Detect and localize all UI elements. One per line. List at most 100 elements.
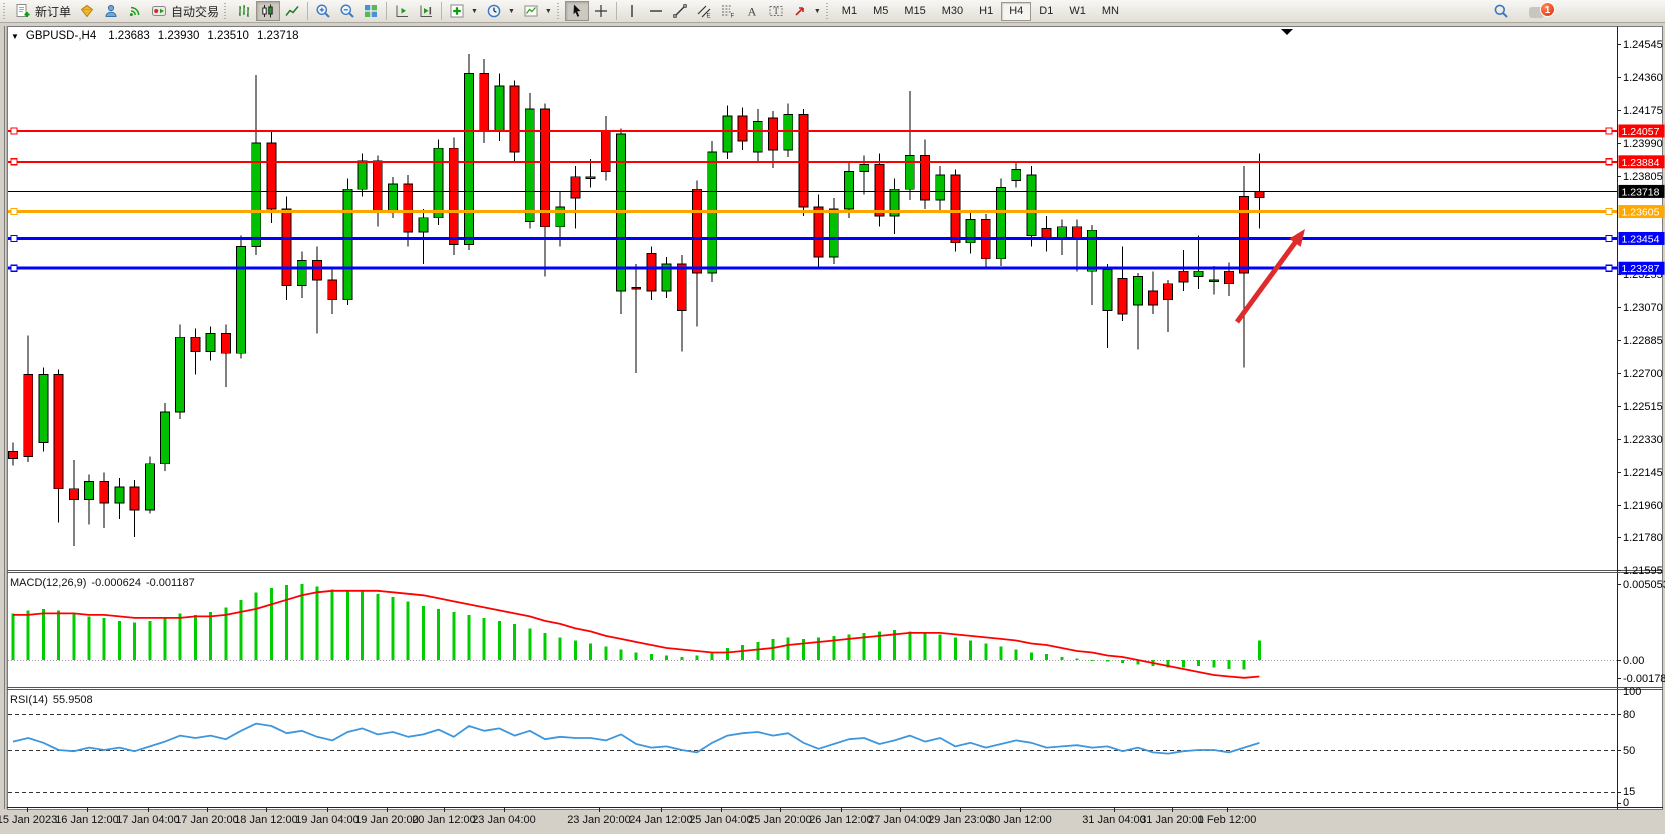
- collapse-caret-icon[interactable]: ▼: [11, 31, 19, 41]
- candle-body: [874, 163, 885, 217]
- autotrading-button[interactable]: 自动交易: [147, 1, 223, 21]
- text-button[interactable]: A: [740, 1, 764, 21]
- fibonacci-icon: F: [721, 5, 734, 19]
- indicators-add-icon: [450, 4, 464, 18]
- toolbar-grip[interactable]: [224, 3, 230, 19]
- level-handle[interactable]: [10, 158, 18, 166]
- chevron-down-icon: ▼: [813, 7, 821, 15]
- price-axis-label: 1.24360: [1623, 72, 1663, 84]
- trend-arrow-annotation[interactable]: [1234, 225, 1311, 324]
- candle-body: [996, 187, 1006, 260]
- macd-bar: [437, 608, 441, 660]
- cursor-button[interactable]: [564, 1, 589, 21]
- bar-chart-button[interactable]: [232, 1, 256, 21]
- level-handle[interactable]: [10, 207, 18, 216]
- level-handle[interactable]: [10, 234, 18, 243]
- cursor-icon: [573, 4, 581, 17]
- chart-shift-marker[interactable]: [1281, 29, 1293, 35]
- news-button[interactable]: [123, 1, 147, 21]
- level-handle[interactable]: [1605, 264, 1613, 272]
- macd-bar: [1014, 649, 1018, 660]
- candle-body: [889, 188, 900, 217]
- zoom-out-button[interactable]: [335, 1, 359, 21]
- indicators-button[interactable]: ▼: [445, 1, 482, 21]
- tab-timeframe-m5[interactable]: M5: [865, 2, 896, 21]
- trendline-button[interactable]: [668, 1, 692, 21]
- level-handle[interactable]: [1605, 158, 1613, 166]
- candle-body: [904, 154, 915, 190]
- macd-bar: [315, 586, 319, 660]
- search-button[interactable]: [1489, 1, 1513, 21]
- level-handle[interactable]: [10, 264, 18, 272]
- toolbar-grip[interactable]: [556, 3, 562, 19]
- crosshair-button[interactable]: [589, 1, 613, 21]
- text-label-button[interactable]: T: [764, 1, 788, 21]
- price-axis-label: 1.21595: [1623, 565, 1663, 577]
- new-order-button[interactable]: 新订单: [11, 1, 75, 21]
- candlestick-chart-icon: [262, 4, 273, 18]
- macd-bar: [589, 643, 593, 660]
- candle-body: [296, 260, 307, 286]
- candle-body: [266, 142, 277, 210]
- macd-bar: [269, 587, 273, 660]
- macd-bar: [178, 613, 182, 660]
- periods-button[interactable]: ▼: [482, 1, 519, 21]
- macd-bar: [117, 620, 121, 660]
- templates-button[interactable]: ▼: [519, 1, 556, 21]
- tab-timeframe-d1[interactable]: D1: [1031, 2, 1061, 21]
- level-handle[interactable]: [1605, 207, 1613, 216]
- chart-canvas[interactable]: 1.24545 1.24360 1.24175 1.23990 1.23805 1.232…: [0, 23, 1665, 834]
- candle-body: [251, 142, 262, 247]
- macd-bar: [999, 646, 1003, 660]
- macd-bar: [513, 623, 517, 660]
- zoom-in-button[interactable]: [311, 1, 335, 21]
- auto-scroll-button[interactable]: [390, 1, 414, 21]
- macd-bar: [193, 614, 197, 660]
- chart-shift-icon: [420, 5, 433, 17]
- level-handle[interactable]: [1605, 234, 1613, 243]
- equidistant-channel-button[interactable]: E: [692, 1, 716, 21]
- arrows-shapes-button[interactable]: ▼: [788, 1, 825, 21]
- candle-body: [859, 163, 870, 172]
- toolbar-grip[interactable]: [3, 3, 8, 19]
- candlestick-chart-button[interactable]: [256, 1, 281, 21]
- macd-bar: [163, 617, 167, 660]
- toolbar-grip[interactable]: [825, 3, 831, 19]
- candle-body: [935, 174, 946, 201]
- chart-frame: [4, 26, 1663, 810]
- deposit-button[interactable]: [75, 1, 99, 21]
- tab-timeframe-m15[interactable]: M15: [896, 2, 933, 21]
- price-badge-label: 1.23718: [1622, 186, 1660, 198]
- level-handle[interactable]: [10, 127, 18, 135]
- candle-body: [920, 154, 930, 201]
- level-handle[interactable]: [1605, 127, 1613, 135]
- candle-body: [53, 374, 64, 490]
- tab-timeframe-m30[interactable]: M30: [934, 2, 971, 21]
- fibonacci-button[interactable]: F: [716, 1, 740, 21]
- time-axis-label: 30 Jan 12:00: [988, 814, 1052, 826]
- macd-axis-label: 0.005053: [1623, 579, 1665, 591]
- notification-badge[interactable]: 1: [1529, 2, 1555, 20]
- price-high: 1.23930: [157, 30, 200, 42]
- chart-border: [7, 26, 1663, 810]
- tab-timeframe-w1[interactable]: W1: [1061, 2, 1094, 21]
- tab-timeframe-h1[interactable]: H1: [971, 2, 1001, 21]
- price-axis-label: 1.22145: [1623, 467, 1663, 479]
- line-chart-button[interactable]: [280, 1, 304, 21]
- community-button[interactable]: [99, 1, 123, 21]
- macd-bar: [1060, 656, 1064, 660]
- horizontal-line-button[interactable]: [644, 1, 668, 21]
- time-axis-label: 18 Jan 12:00: [234, 814, 298, 826]
- price-badge: [1618, 205, 1665, 219]
- macd-bar: [406, 601, 410, 660]
- macd-bar: [680, 656, 684, 660]
- arrow-shaft: [1234, 238, 1300, 324]
- tab-timeframe-mn[interactable]: MN: [1094, 2, 1127, 21]
- price-axis-label: 1.21960: [1623, 500, 1663, 512]
- tile-windows-button[interactable]: [359, 1, 383, 21]
- tab-timeframe-m1[interactable]: M1: [834, 2, 865, 21]
- vertical-line-button[interactable]: [620, 1, 644, 21]
- candle-body: [464, 72, 474, 245]
- tab-timeframe-h4[interactable]: H4: [1001, 1, 1032, 21]
- chart-shift-button[interactable]: [414, 1, 438, 21]
